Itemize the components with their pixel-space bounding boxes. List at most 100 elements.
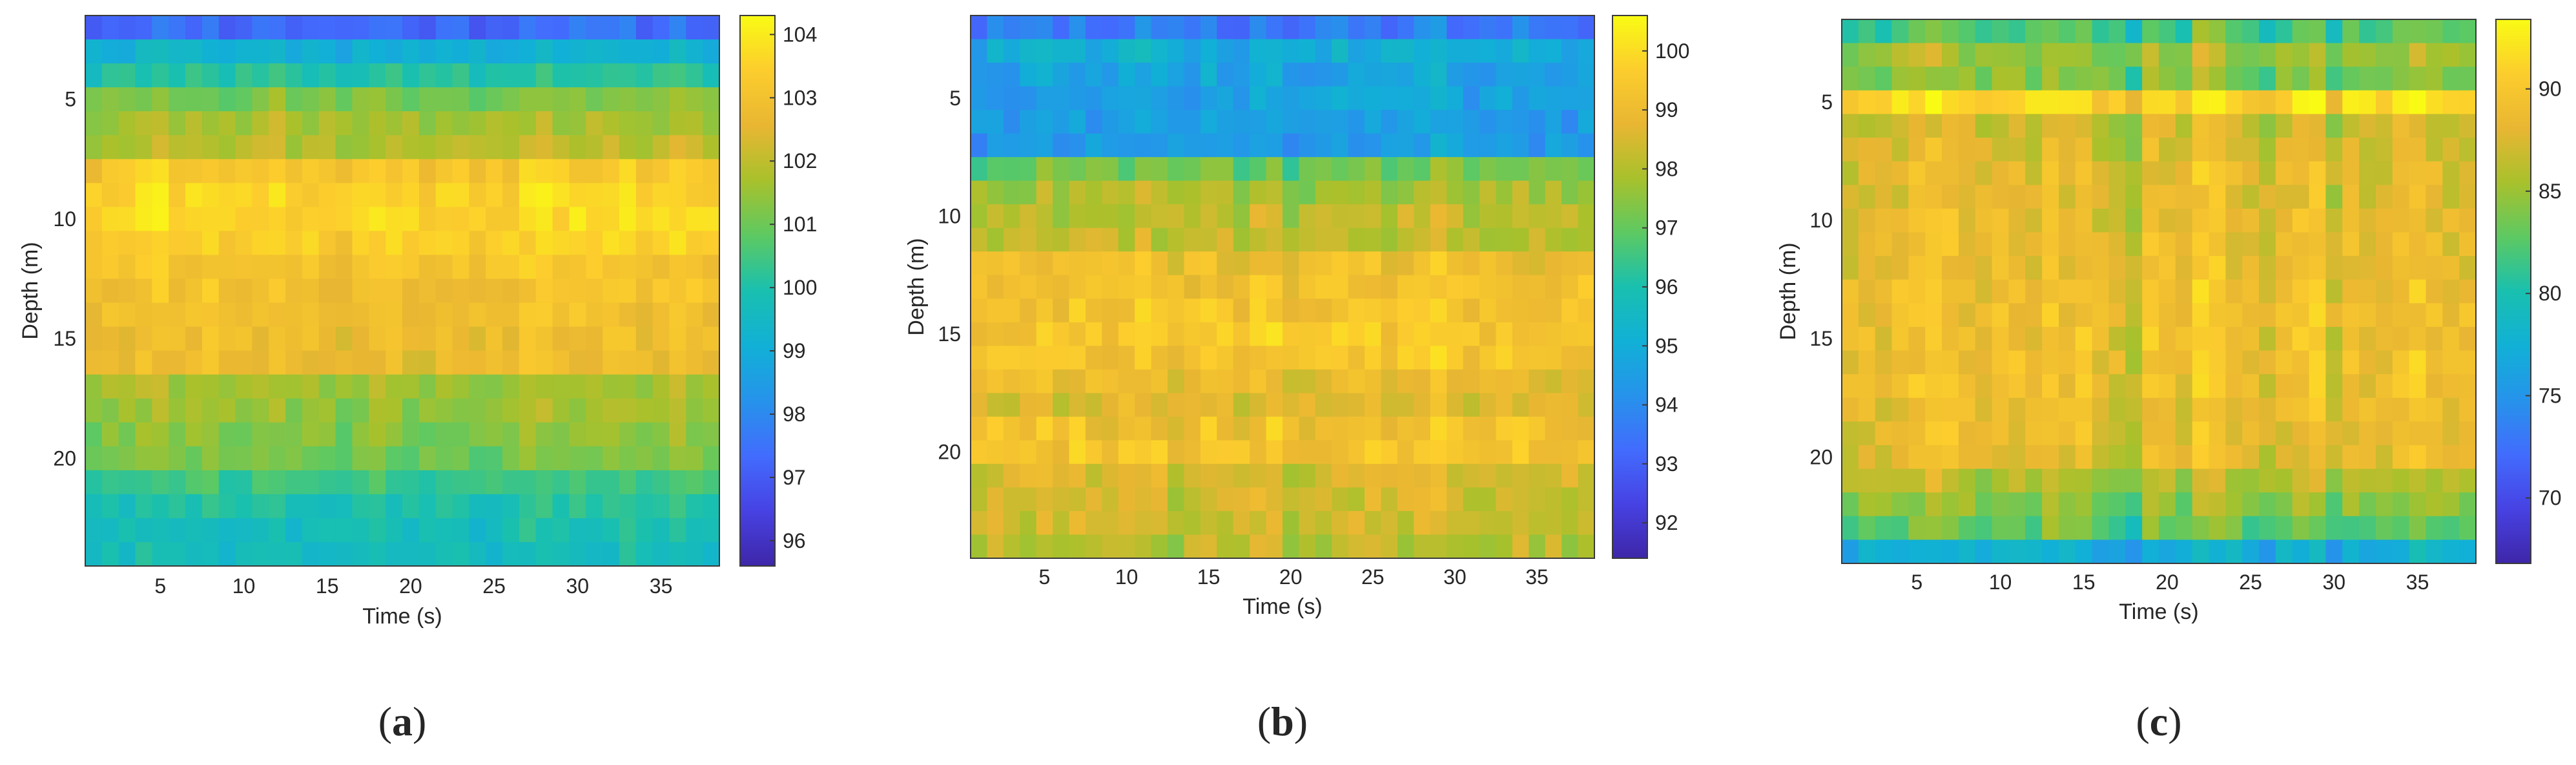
heatmap-cell: [269, 326, 286, 351]
heatmap-cell: [2075, 185, 2093, 209]
heatmap-cell: [352, 446, 369, 471]
heatmap-cell: [535, 255, 553, 280]
heatmap-cell: [2426, 161, 2443, 185]
y-tick-label: 15: [1809, 327, 1833, 350]
heatmap-cell: [2125, 161, 2143, 185]
heatmap-cell: [118, 494, 136, 519]
heatmap-cell: [2392, 90, 2410, 115]
heatmap-cell: [2459, 232, 2477, 257]
heatmap-cell: [1020, 510, 1037, 536]
heatmap-cell: [1348, 393, 1365, 417]
heatmap-cell: [1529, 204, 1546, 229]
heatmap-cell: [586, 135, 603, 160]
heatmap-cell: [686, 16, 703, 40]
heatmap-cell: [635, 518, 654, 543]
heatmap-cell: [1529, 299, 1546, 323]
heatmap-cell: [1381, 180, 1398, 205]
heatmap-cell: [1151, 133, 1168, 158]
heatmap-cell: [2225, 161, 2243, 185]
heatmap-cell: [118, 518, 136, 543]
heatmap-cell: [619, 207, 637, 231]
heatmap-cell: [2392, 421, 2410, 446]
heatmap-cell: [1053, 299, 1070, 323]
heatmap-cell: [1925, 492, 1942, 517]
heatmap-cell: [2292, 114, 2310, 138]
heatmap-cell: [1283, 299, 1300, 323]
heatmap-cell: [535, 39, 553, 64]
heatmap-cell: [1875, 256, 1893, 280]
heatmap-cell: [1299, 63, 1316, 87]
heatmap-cell: [1250, 204, 1267, 229]
heatmap-cell: [2159, 256, 2176, 280]
heatmap-cell: [285, 446, 303, 471]
heatmap-cell: [1348, 180, 1365, 205]
heatmap-cell: [101, 111, 119, 136]
heatmap-cell: [1925, 67, 1942, 91]
heatmap-cell: [152, 470, 169, 495]
heatmap-cell: [971, 157, 988, 182]
heatmap-cell: [2375, 138, 2393, 162]
heatmap-cell: [318, 446, 336, 471]
heatmap-cell: [1925, 232, 1942, 257]
heatmap-cell: [1069, 110, 1086, 134]
heatmap-cell: [285, 278, 303, 304]
heatmap-cell: [1348, 463, 1365, 488]
heatmap-cell: [1578, 463, 1595, 488]
heatmap-cell: [1266, 393, 1283, 417]
heatmap-cell: [1875, 138, 1893, 162]
heatmap-cell: [302, 207, 320, 231]
heatmap-cell: [1299, 251, 1316, 276]
heatmap-cell: [1545, 393, 1562, 417]
heatmap-cell: [1875, 279, 1893, 304]
heatmap-cell: [2409, 445, 2427, 470]
colorbar-tick-label: 96: [1655, 275, 1678, 299]
heatmap-cell: [352, 16, 369, 40]
heatmap-cell: [2442, 468, 2460, 493]
heatmap-cell: [1200, 440, 1217, 465]
heatmap-cell: [686, 255, 703, 280]
heatmap-cell: [1512, 463, 1529, 488]
heatmap-cell: [402, 111, 420, 136]
heatmap-cell: [2108, 350, 2126, 375]
heatmap-cell: [2058, 350, 2076, 375]
x-tick-label: 10: [1989, 571, 2012, 594]
heatmap-cell: [2409, 90, 2427, 115]
heatmap-cell: [201, 111, 220, 136]
heatmap-cell: [1102, 510, 1119, 536]
heatmap-cell: [1512, 63, 1529, 87]
heatmap-cell: [318, 398, 336, 423]
heatmap-cell: [435, 135, 453, 160]
heatmap-cell: [987, 251, 1004, 276]
heatmap-cell: [1299, 110, 1316, 134]
heatmap-cell: [2325, 397, 2343, 422]
heatmap-cell: [1184, 180, 1201, 205]
heatmap-cell: [285, 470, 303, 495]
heatmap-cell: [1942, 540, 1959, 564]
heatmap-cell: [2459, 138, 2477, 162]
heatmap-cell: [1217, 180, 1234, 205]
heatmap-cell: [2142, 326, 2159, 351]
heatmap-cell: [386, 231, 403, 256]
heatmap-cell: [1925, 445, 1942, 470]
heatmap-cell: [1299, 510, 1316, 536]
heatmap-cell: [302, 63, 320, 88]
heatmap-cell: [1397, 393, 1414, 417]
heatmap-cell: [269, 374, 286, 399]
heatmap-cell: [586, 16, 603, 40]
heatmap-cell: [586, 183, 603, 207]
heatmap-cell: [1020, 275, 1037, 299]
heatmap-cell: [1975, 303, 1993, 328]
heatmap-cell: [2175, 232, 2193, 257]
heatmap-cell: [1315, 16, 1332, 40]
heatmap-cell: [635, 446, 654, 471]
heatmap-cell: [1925, 256, 1942, 280]
heatmap-cell: [1102, 204, 1119, 229]
heatmap-cell: [1447, 157, 1464, 182]
heatmap-cell: [635, 111, 654, 136]
heatmap-cell: [2209, 279, 2226, 304]
heatmap-cell: [1414, 157, 1431, 182]
heatmap-cell: [2359, 326, 2376, 351]
heatmap-cell: [1151, 86, 1168, 110]
heatmap-cell: [2092, 374, 2110, 399]
heatmap-cell: [2225, 540, 2243, 564]
